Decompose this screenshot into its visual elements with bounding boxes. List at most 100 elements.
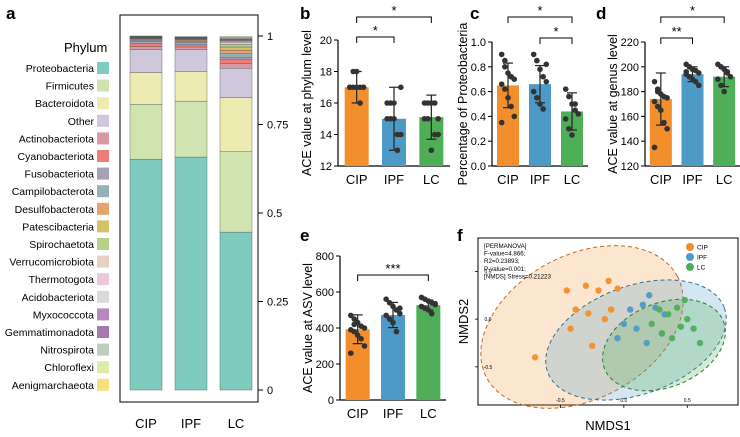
- stacked-segment-bacteroidota-lc: [219, 97, 253, 152]
- data-point-cip: [505, 95, 511, 101]
- stacked-segment-bacteroidota-ipf: [174, 71, 208, 102]
- stacked-segment-actinobacteriota-ipf: [174, 46, 208, 51]
- legend-label: Proteobacteria: [26, 63, 94, 75]
- data-point-ipf: [397, 305, 403, 312]
- data-point-cip: [353, 68, 360, 75]
- data-point-cip: [351, 316, 358, 322]
- scatter-point-lc: [665, 311, 672, 318]
- legend-label: Other: [68, 116, 95, 128]
- permanova-stat-line: [NMDS] Stress=0.21223: [484, 273, 551, 280]
- significance-bracket: [356, 16, 432, 23]
- confidence-ellipse-lc: [602, 298, 726, 392]
- x-tick-label: LC: [420, 406, 437, 421]
- data-point-ipf: [390, 303, 396, 310]
- legend-label: CIP: [697, 245, 708, 252]
- significance-label: *: [553, 24, 558, 39]
- legend-marker-cip: [686, 243, 694, 251]
- y-tick-label: 140: [621, 136, 639, 148]
- scatter-point-ipf: [643, 339, 650, 347]
- legend-label: Aenigmarchaeota: [12, 380, 94, 392]
- legend-swatch-myxococcota: [97, 308, 109, 321]
- x-tick-label: -0.5: [556, 398, 565, 404]
- data-point-lc: [569, 132, 575, 138]
- data-point-cip: [358, 336, 364, 342]
- data-point-lc: [562, 86, 569, 92]
- data-point-cip: [498, 81, 505, 87]
- legend-label: Chloroflexi: [44, 362, 94, 374]
- permanova-stat-line: R2=0.23893;: [484, 258, 520, 265]
- significance-bracket: [356, 36, 395, 43]
- data-point-lc: [572, 101, 578, 107]
- panel-a-stacked-bar-chart: CIP IPF LC 0 0.25 0.5 0.75 1 Phylum Proteobacteri…: [5, 14, 288, 431]
- y-axis-label: Percentage of Proteobacteria: [456, 23, 470, 186]
- scatter-point-cip: [595, 287, 602, 294]
- scatter-point-cip: [601, 315, 609, 323]
- y-tick-label: 400: [316, 323, 334, 335]
- data-point-ipf: [534, 95, 540, 101]
- scatter-point-lc: [673, 304, 681, 311]
- y-tick-label: 0.0: [471, 161, 486, 173]
- data-point-ipf: [397, 310, 403, 317]
- y-tick-label: 160: [621, 111, 639, 123]
- bar-ipf: [381, 315, 405, 400]
- data-point-cip: [654, 88, 661, 95]
- stacked-segment-bacteroidota-cip: [129, 72, 163, 105]
- stacked-segment-other-ipf: [174, 49, 208, 72]
- x-axis-label: NMDS1: [585, 418, 631, 433]
- x-tick-label: IPF: [181, 416, 201, 431]
- legend-swatch-proteobacteria: [97, 62, 109, 74]
- stacked-segment-patescibacteria-lc: [219, 46, 253, 51]
- stacked-segment-aenigmarchaeota-lc: [219, 36, 253, 38]
- panel-f-nmds-scatter: -0.5 0.0 0.5 0.5 0.0 -0.5 [PERMANOVA]F-value=4…: [456, 237, 739, 433]
- data-point-ipf: [390, 319, 396, 326]
- stacked-segment-cyanobacteriota-cip: [129, 43, 163, 47]
- legend-label: Myxococcota: [33, 309, 94, 321]
- legend-swatch-fusobacteriota: [97, 167, 109, 180]
- stacked-segment-campilobacterota-ipf: [174, 41, 208, 43]
- legend-swatch-actinobacteriota: [97, 132, 109, 145]
- data-point-ipf: [391, 115, 397, 122]
- scatter-point-lc: [690, 325, 697, 332]
- data-point-ipf: [394, 147, 401, 154]
- data-point-cip: [360, 84, 367, 91]
- data-point-lc: [572, 107, 578, 113]
- data-point-lc: [727, 73, 734, 80]
- legend-label: Gemmatimonadota: [5, 327, 94, 339]
- permanova-stat-line: [PERMANOVA]: [484, 243, 527, 250]
- legend-marker-ipf: [686, 253, 694, 261]
- y-tick-label: 14: [320, 130, 332, 142]
- x-tick-label: CIP: [346, 172, 368, 187]
- data-point-ipf: [398, 131, 404, 138]
- stacked-segment-fusobacteriota-cip: [129, 41, 163, 44]
- x-tick-label: IPF: [383, 406, 403, 421]
- legend-swatch-patescibacteria: [97, 220, 109, 233]
- data-point-lc: [721, 88, 727, 95]
- x-tick-label: CIP: [650, 172, 672, 187]
- scatter-point-lc: [658, 330, 666, 337]
- scatter-point-ipf: [620, 320, 628, 328]
- legend-label: Acidobacteriota: [22, 292, 95, 304]
- scatter-point-cip: [572, 306, 579, 313]
- scatter-point-cip: [607, 306, 615, 313]
- data-point-ipf: [695, 82, 702, 89]
- stacked-segment-actinobacteriota-cip: [129, 46, 163, 50]
- data-point-ipf: [543, 61, 550, 68]
- legend-label: Desulfobacterota: [15, 204, 95, 216]
- y-tick-label: 16: [320, 98, 332, 110]
- legend-swatch-aenigmarchaeota: [97, 378, 109, 391]
- data-point-lc: [575, 111, 582, 117]
- legend-marker-lc: [686, 263, 694, 271]
- panel-letter-f: f: [457, 226, 463, 245]
- confidence-ellipse-ipf: [545, 279, 727, 401]
- data-point-cip: [502, 86, 508, 92]
- data-point-cip: [347, 84, 353, 91]
- panel-letter-c: c: [470, 4, 479, 23]
- permanova-stat-line: P-value=0.001;: [484, 266, 526, 273]
- y-tick-label: 12: [320, 161, 332, 173]
- y-tick-label: 600: [316, 287, 334, 299]
- stacked-segment-proteobacteria-lc: [219, 231, 253, 391]
- y-tick-label: 0.8: [471, 62, 486, 74]
- data-point-ipf: [543, 78, 550, 85]
- scatter-point-lc: [656, 306, 663, 313]
